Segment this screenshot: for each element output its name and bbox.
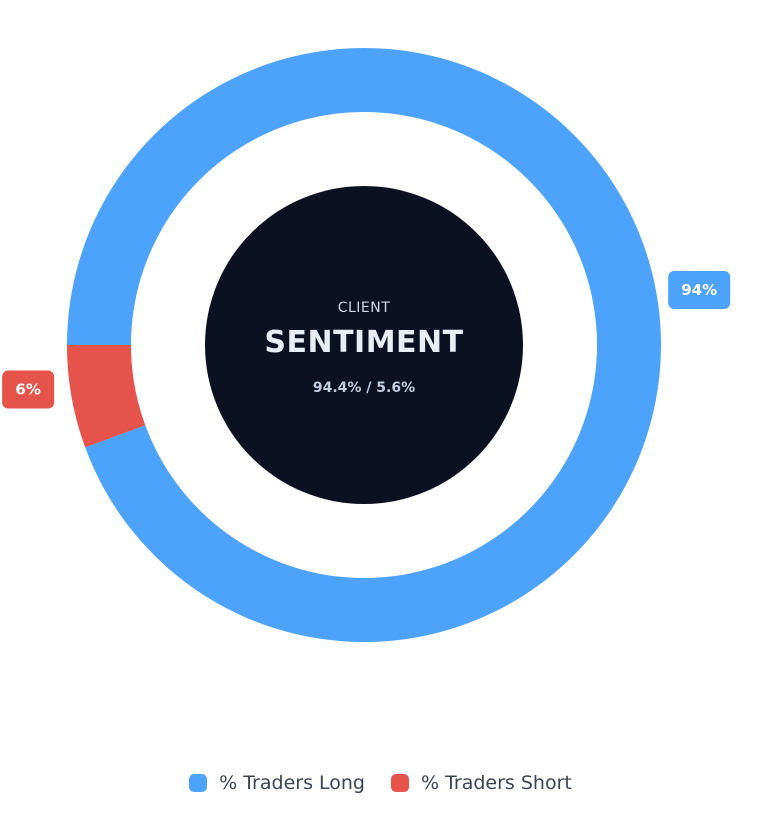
- data-label-short: 6%: [2, 370, 55, 409]
- donut-slices: [67, 47, 661, 643]
- donut-chart: CLIENT SENTIMENT 94.4% / 5.6% 94% 6%: [2, 47, 731, 643]
- legend-item-short[interactable]: % Traders Short: [390, 772, 572, 794]
- data-label-box: [668, 270, 731, 309]
- data-label-box: [2, 370, 55, 409]
- center-ratio-text: 94.4% / 5.6%: [313, 380, 415, 396]
- legend-item-long[interactable]: % Traders Long: [189, 772, 365, 794]
- data-label-text: 94%: [681, 281, 717, 299]
- slice-traders-short[interactable]: [67, 345, 146, 448]
- legend-swatch-short: [390, 774, 409, 792]
- center-disc: [205, 186, 523, 504]
- legend-swatch-long: [189, 774, 208, 792]
- center-title-text: SENTIMENT: [264, 325, 463, 360]
- data-labels: 94% 6%: [2, 270, 731, 409]
- legend-label-long: % Traders Long: [219, 772, 365, 794]
- data-label-text: 6%: [15, 381, 40, 399]
- legend-label-short: % Traders Short: [420, 772, 572, 794]
- center-kicker-text: CLIENT: [338, 300, 391, 316]
- data-label-long: 94%: [668, 270, 731, 309]
- legend: % Traders Long % Traders Short: [0, 772, 761, 794]
